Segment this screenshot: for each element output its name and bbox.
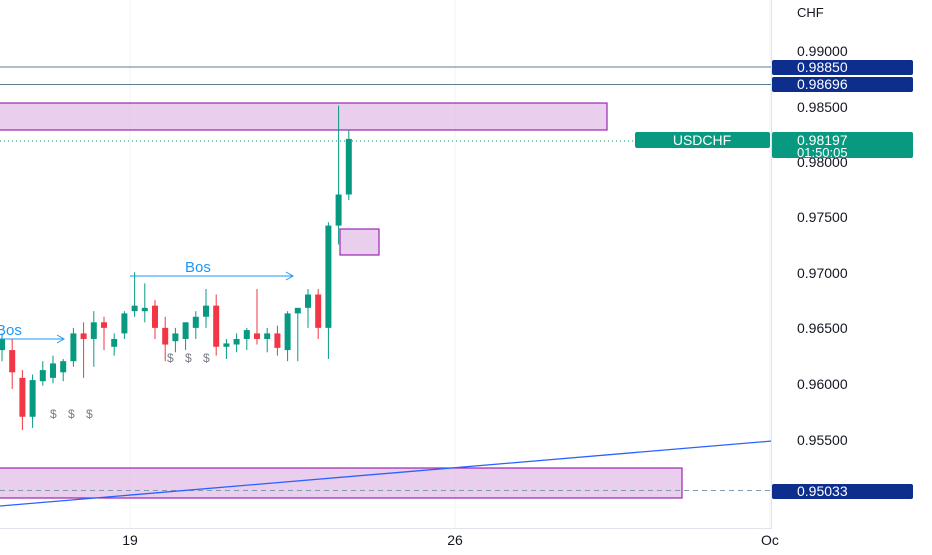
symbol-tag-bg — [635, 132, 770, 148]
level-tag-mid-text: 0.98696 — [797, 76, 848, 92]
time-axis[interactable]: 19 26 Oc — [0, 528, 779, 549]
candle-body[interactable] — [121, 313, 128, 334]
candle-body[interactable] — [233, 338, 240, 345]
price-tick-0: 0.99000 — [797, 43, 848, 59]
price-tick-3: 0.97500 — [797, 209, 848, 225]
liquidity-marker-2: $ $ $ — [167, 351, 214, 365]
candle-body[interactable] — [101, 322, 107, 328]
candle-body[interactable] — [39, 370, 46, 382]
level-tag-low[interactable]: 0.95033 — [772, 483, 913, 499]
candle-body[interactable] — [90, 322, 97, 339]
grid — [129, 0, 771, 528]
level-tag-mid[interactable]: 0.98696 — [772, 76, 913, 92]
level-tag-high-bg — [772, 60, 913, 75]
price-tick-5: 0.96500 — [797, 320, 848, 336]
supply-zone-top[interactable] — [0, 102, 608, 131]
level-tag-low-text: 0.95033 — [797, 483, 848, 499]
demand-zone-small[interactable] — [339, 228, 380, 256]
candle-body[interactable] — [213, 305, 220, 347]
candle-body[interactable] — [335, 194, 342, 226]
level-tag-low-bg — [772, 484, 913, 499]
current-price-tag-bg — [772, 132, 913, 158]
demand-zone-bottom[interactable] — [0, 467, 683, 499]
price-tick-1: 0.98500 — [797, 99, 848, 115]
candle-body[interactable] — [80, 333, 87, 339]
price-tick-7: 0.95500 — [797, 432, 848, 448]
candle-body[interactable] — [152, 305, 158, 328]
candle-body[interactable] — [294, 307, 301, 314]
candle-body[interactable] — [203, 305, 209, 317]
candle-body[interactable] — [284, 313, 291, 351]
currency-label: CHF — [797, 5, 824, 20]
candle-body[interactable] — [70, 333, 77, 362]
candle-body[interactable] — [0, 338, 5, 351]
bos-annotation-2[interactable]: Bos — [130, 259, 295, 281]
candle-body[interactable] — [345, 138, 352, 195]
bos-arrow-head-2 — [285, 271, 295, 281]
candle-body[interactable] — [243, 330, 250, 339]
candle-body[interactable] — [264, 333, 271, 339]
candle-body[interactable] — [111, 338, 118, 347]
price-tick-4: 0.97000 — [797, 265, 848, 281]
candles — [0, 105, 352, 431]
symbol-tag-text: USDCHF — [673, 132, 731, 148]
level-tag-high-text: 0.98850 — [797, 59, 848, 75]
time-tick-oc: Oc — [761, 532, 779, 548]
candle-body[interactable] — [29, 380, 36, 417]
time-tick-19: 19 — [122, 532, 138, 548]
candle-body[interactable] — [60, 361, 67, 373]
candle-body[interactable] — [172, 333, 179, 342]
candle-body[interactable] — [315, 294, 322, 328]
countdown-text: 01:50:05 — [797, 145, 848, 160]
candle-body[interactable] — [19, 377, 26, 417]
candle-body[interactable] — [223, 343, 230, 347]
candle-body[interactable] — [9, 350, 16, 373]
candle-body[interactable] — [274, 333, 281, 348]
candle-body[interactable] — [325, 225, 332, 328]
level-tag-high[interactable]: 0.98850 — [772, 59, 913, 75]
candle-body[interactable] — [305, 294, 311, 308]
price-axis: CHF 0.99000 0.98500 0.98000 0.97500 0.97… — [797, 5, 848, 448]
candle-body[interactable] — [254, 333, 260, 339]
candle-body[interactable] — [131, 305, 138, 312]
bos-annotation-1[interactable]: Bos — [0, 322, 66, 344]
bos-label-2: Bos — [185, 259, 211, 276]
bos-label-1: Bos — [0, 322, 22, 339]
trend-line[interactable] — [0, 440, 773, 507]
zones — [0, 102, 683, 499]
horizontal-levels — [0, 66, 772, 491]
candle-body[interactable] — [141, 307, 148, 312]
candle-body[interactable] — [192, 316, 199, 328]
bos-arrow-head-1 — [56, 334, 66, 344]
candle-body[interactable] — [162, 327, 169, 345]
current-price-tag[interactable]: 0.98197 01:50:05 — [772, 132, 913, 160]
liquidity-marker-1: $ $ $ — [50, 407, 97, 421]
candle-body[interactable] — [50, 363, 56, 378]
symbol-tag[interactable]: USDCHF — [635, 132, 770, 148]
level-tag-mid-bg — [772, 77, 913, 92]
candle-body[interactable] — [182, 322, 189, 339]
current-price-text: 0.98197 — [797, 132, 848, 148]
price-tick-6: 0.96000 — [797, 376, 848, 392]
time-tick-26: 26 — [447, 532, 463, 548]
